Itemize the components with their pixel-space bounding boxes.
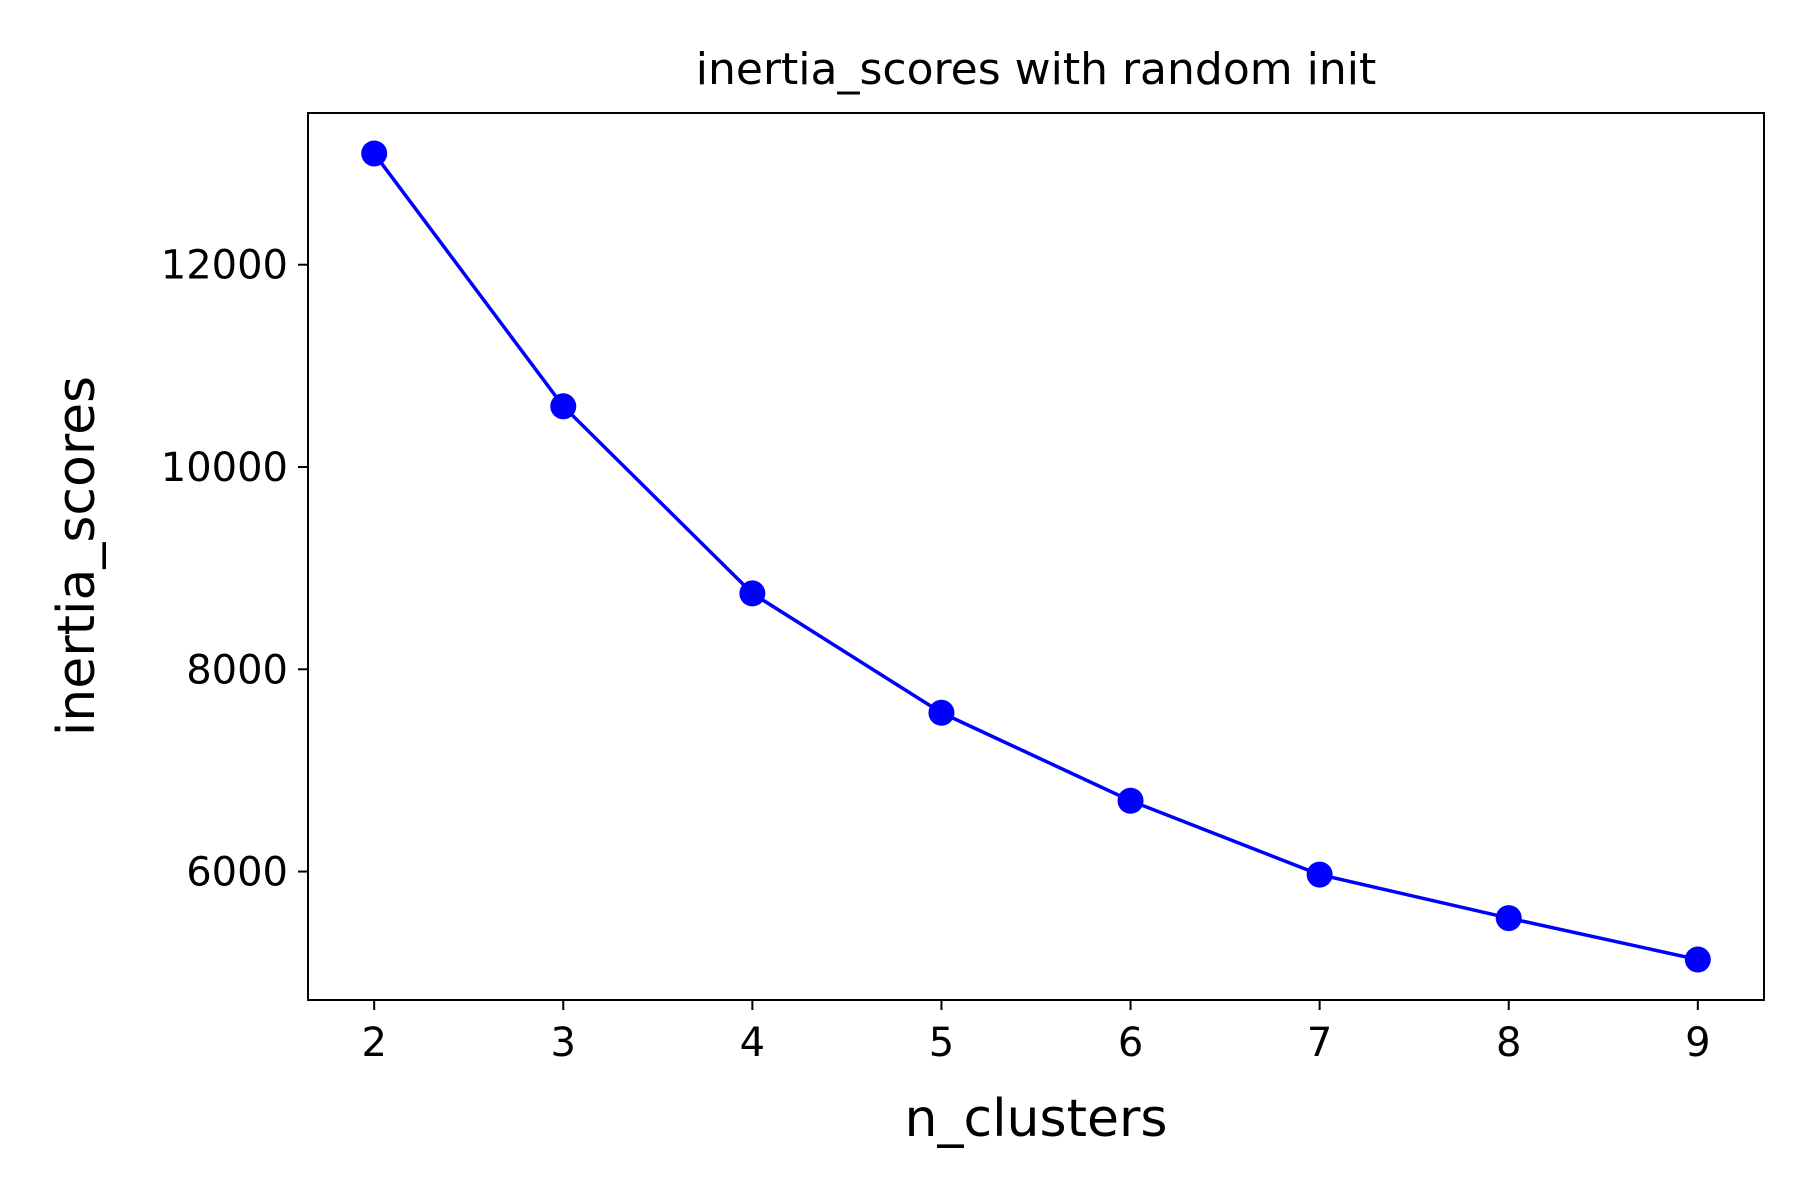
x-tick-label: 7 xyxy=(1307,1020,1332,1066)
data-point xyxy=(1495,905,1522,932)
series-layer xyxy=(361,140,1711,973)
x-tick-label: 4 xyxy=(740,1020,765,1066)
x-tick-label: 2 xyxy=(361,1020,386,1066)
y-tick-label: 8000 xyxy=(186,647,288,693)
y-tick-label: 6000 xyxy=(186,850,288,896)
plot-frame xyxy=(307,112,1765,1001)
chart-title: inertia_scores with random init xyxy=(696,44,1376,95)
y-axis-ticks: 6000 8000 10000 12000 xyxy=(161,243,308,896)
data-point xyxy=(1117,787,1144,814)
x-tick-label: 9 xyxy=(1685,1020,1710,1066)
x-axis-ticks: 2 3 4 5 6 7 8 9 xyxy=(361,1000,1711,1066)
data-point xyxy=(928,699,955,726)
y-axis-label: inertia_scores xyxy=(47,376,107,736)
x-tick-label: 3 xyxy=(551,1020,576,1066)
y-tick-label: 12000 xyxy=(161,243,288,289)
y-tick-label: 10000 xyxy=(161,445,288,491)
x-tick-label: 6 xyxy=(1118,1020,1143,1066)
data-point xyxy=(361,140,388,167)
data-point xyxy=(1306,861,1333,888)
x-tick-label: 5 xyxy=(929,1020,954,1066)
x-axis-label: n_clusters xyxy=(905,1089,1168,1149)
data-point xyxy=(1684,946,1711,973)
series-line xyxy=(372,152,1699,962)
data-point xyxy=(739,580,766,607)
x-tick-label: 8 xyxy=(1496,1020,1521,1066)
data-point xyxy=(550,393,577,420)
